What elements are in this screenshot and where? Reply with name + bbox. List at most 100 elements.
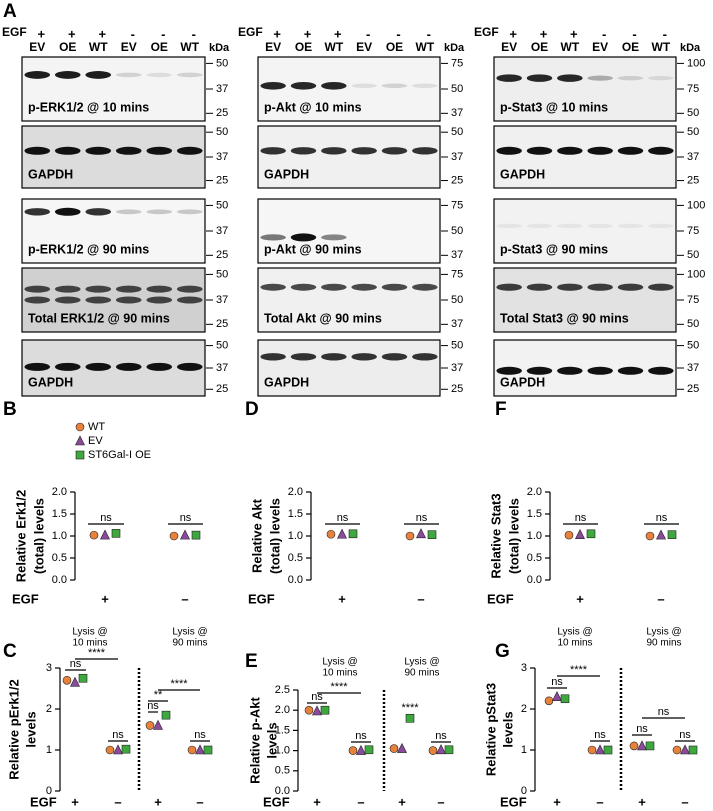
- x-tick-label: +: [71, 794, 79, 809]
- band: [351, 283, 377, 291]
- band: [115, 146, 142, 155]
- group-label: Lysis @: [404, 657, 439, 668]
- lane-label: EV: [501, 40, 517, 54]
- data-point: [191, 530, 201, 540]
- panel-label: G: [495, 641, 510, 662]
- x-axis-label: EGF: [30, 794, 57, 809]
- band: [526, 74, 553, 82]
- egf-label: EGF: [238, 25, 263, 39]
- data-point: [111, 529, 121, 538]
- marker-label: 50: [216, 199, 228, 211]
- data-point: [416, 528, 426, 539]
- band: [85, 208, 112, 216]
- significance-label: ns: [679, 729, 691, 741]
- y-tick-label: 1: [46, 744, 52, 756]
- band: [412, 283, 438, 291]
- significance-label: ns: [551, 676, 563, 688]
- panel-label: C: [3, 641, 17, 662]
- egf-sign: +: [334, 26, 342, 41]
- x-tick-label: –: [437, 794, 444, 809]
- data-point: [356, 744, 366, 755]
- blot: [21, 339, 206, 397]
- significance-label: ns: [180, 512, 192, 524]
- marker-label: 50: [687, 107, 699, 119]
- significance-label: ****: [401, 702, 419, 714]
- band: [496, 74, 522, 82]
- band: [24, 296, 51, 304]
- blot-label: p-ERK1/2 @ 10 mins: [28, 100, 149, 114]
- x-tick-label: –: [196, 794, 203, 809]
- group-label: 90 mins: [404, 668, 439, 679]
- marker-label: 50: [216, 268, 228, 280]
- band: [85, 71, 112, 79]
- y-tick-label: 2.0: [288, 486, 303, 498]
- marker-label: 75: [451, 268, 463, 280]
- egf-sign: -: [192, 26, 196, 41]
- y-axis-label: (total) levels: [506, 498, 521, 574]
- lane-label: WT: [325, 40, 344, 54]
- lane-label: EV: [29, 40, 45, 54]
- y-axis-label: Relative pStat3: [483, 683, 498, 776]
- marker-label: 75: [687, 83, 699, 95]
- band: [54, 296, 81, 304]
- lane-label: EV: [265, 40, 281, 54]
- band: [146, 72, 173, 78]
- y-tick-label: 0.5: [288, 552, 303, 564]
- blot: [493, 56, 677, 122]
- blot: [257, 267, 441, 333]
- blot-label: p-Akt @ 90 mins: [264, 242, 362, 256]
- marker-label: 25: [216, 318, 228, 330]
- marker-label: 25: [451, 174, 463, 186]
- marker-label: 50: [451, 126, 463, 138]
- band: [260, 234, 286, 241]
- band: [587, 146, 613, 155]
- x-tick-label: –: [114, 794, 121, 809]
- kda-label: kDa: [680, 42, 701, 54]
- marker-label: 75: [687, 225, 699, 237]
- group-label: 10 mins: [72, 638, 107, 649]
- y-tick-label: 1.5: [288, 508, 303, 520]
- panel-label: A: [3, 1, 17, 22]
- band: [617, 283, 644, 291]
- band: [526, 223, 553, 229]
- band: [587, 75, 613, 81]
- group-label: Lysis @: [646, 627, 681, 638]
- x-tick-label: +: [154, 794, 162, 809]
- blot-label: Total ERK1/2 @ 90 mins: [28, 311, 170, 325]
- marker-label: 100: [687, 57, 705, 69]
- x-tick-label: +: [338, 591, 346, 606]
- group-label: 90 mins: [172, 638, 207, 649]
- blot-label: p-Akt @ 10 mins: [264, 100, 362, 114]
- group-label: 90 mins: [646, 638, 681, 649]
- band: [260, 283, 286, 291]
- data-point: [428, 746, 438, 755]
- y-tick-label: 0.0: [527, 574, 542, 586]
- marker-label: 50: [451, 225, 463, 237]
- band: [321, 82, 347, 90]
- band: [648, 75, 674, 81]
- x-tick-label: –: [596, 794, 603, 809]
- group-label: Lysis @: [72, 627, 107, 638]
- x-tick-label: +: [576, 591, 584, 606]
- band: [526, 366, 553, 375]
- y-tick-label: 2.0: [275, 704, 290, 716]
- marker-label: 50: [216, 340, 228, 352]
- band: [24, 146, 51, 155]
- data-point: [405, 713, 415, 723]
- data-point: [62, 675, 72, 685]
- legend-label: ST6Gal-I OE: [88, 449, 151, 461]
- data-point: [575, 529, 585, 539]
- x-tick-label: +: [313, 794, 321, 809]
- data-point: [564, 530, 574, 540]
- significance-label: ns: [337, 512, 349, 524]
- x-axis-label: EGF: [248, 591, 275, 606]
- data-point: [436, 744, 446, 755]
- band: [54, 285, 81, 293]
- legend-marker: [75, 450, 85, 460]
- data-point: [187, 745, 197, 755]
- blot-label: GAPDH: [264, 375, 309, 389]
- data-point: [688, 745, 698, 755]
- lane-label: OE: [295, 40, 312, 54]
- y-axis-label: Relative Erk1/2: [13, 490, 28, 583]
- marker-label: 37: [216, 83, 228, 95]
